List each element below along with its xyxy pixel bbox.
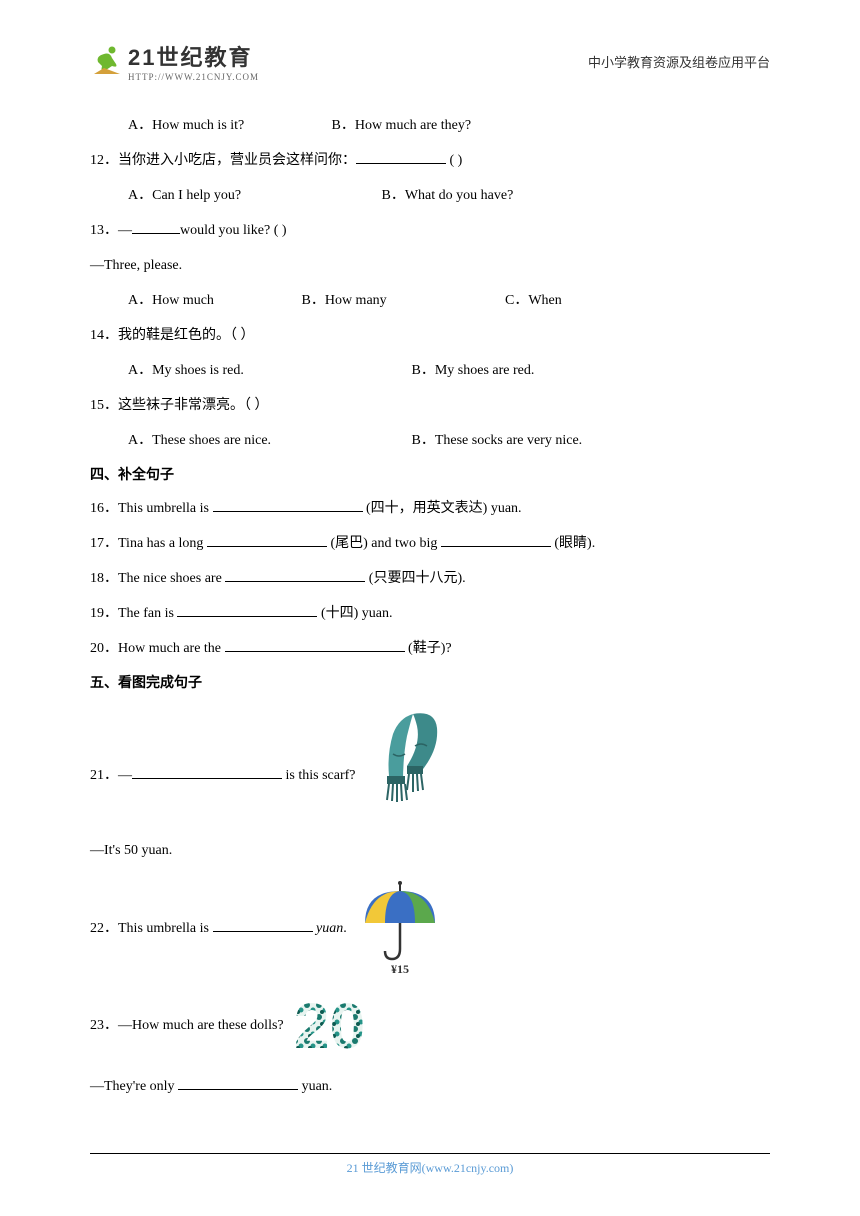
q16: 16．This umbrella is (四十，用英文表达) yuan.: [90, 498, 770, 519]
q14-opt-b: B．My shoes are red.: [412, 363, 535, 378]
q15-opt-a: A．These shoes are nice.: [128, 430, 408, 451]
q21-blank[interactable]: [132, 765, 282, 779]
svg-text:20: 20: [294, 990, 365, 1060]
q15-opt-b: B．These socks are very nice.: [412, 433, 583, 448]
q21-answer: —It's 50 yuan.: [90, 840, 770, 861]
q13-answer: —Three, please.: [90, 255, 770, 276]
q12-options: A．Can I help you? B．What do you have?: [90, 185, 770, 206]
q11-opt-a: A．How much is it?: [128, 115, 328, 136]
q17-blank-2[interactable]: [441, 533, 551, 547]
q13-blank[interactable]: [132, 220, 180, 234]
q22-row: 22．This umbrella is yuan. ¥15: [90, 881, 770, 976]
logo-main-text: 21世纪教育: [128, 45, 252, 70]
header-right-text: 中小学教育资源及组卷应用平台: [588, 52, 770, 71]
q19: 19．The fan is (十四) yuan.: [90, 603, 770, 624]
q16-blank[interactable]: [213, 498, 363, 512]
section-4-title: 四、补全句子: [90, 465, 770, 486]
q14-options: A．My shoes is red. B．My shoes are red.: [90, 360, 770, 381]
q13-opt-a: A．How much: [128, 290, 298, 311]
logo-icon: [90, 44, 124, 78]
q15-options: A．These shoes are nice. B．These socks ar…: [90, 430, 770, 451]
logo: 21世纪教育 HTTP://WWW.21CNJY.COM: [90, 40, 259, 82]
q12-blank[interactable]: [356, 150, 446, 164]
q23-stem: 23．—How much are these dolls?: [90, 1015, 284, 1036]
q13-stem: 13．—would you like? ( ): [90, 220, 770, 241]
q12-stem: 12．当你进入小吃店，营业员会这样问你： ( ): [90, 150, 770, 171]
q20: 20．How much are the (鞋子)?: [90, 638, 770, 659]
page-header: 21世纪教育 HTTP://WWW.21CNJY.COM 中小学教育资源及组卷应…: [90, 40, 770, 82]
q20-blank[interactable]: [225, 638, 405, 652]
q13-options: A．How much B．How many C．When: [90, 290, 770, 311]
q23-blank[interactable]: [178, 1076, 298, 1090]
q17-blank-1[interactable]: [207, 533, 327, 547]
q14-opt-a: A．My shoes is red.: [128, 360, 408, 381]
q15-stem: 15．这些袜子非常漂亮。（ ）: [90, 395, 770, 416]
umbrella-price: ¥15: [391, 962, 409, 976]
twenty-icon: 20: [292, 990, 402, 1060]
umbrella-icon: ¥15: [355, 881, 445, 976]
q18-blank[interactable]: [225, 568, 365, 582]
logo-sub-text: HTTP://WWW.21CNJY.COM: [128, 72, 259, 82]
q18: 18．The nice shoes are (只要四十八元).: [90, 568, 770, 589]
q13-opt-c: C．When: [505, 293, 562, 308]
footer-text: 21 世纪教育网(www.21cnjy.com): [0, 1159, 860, 1176]
q12-opt-a: A．Can I help you?: [128, 185, 378, 206]
footer-divider: [90, 1153, 770, 1154]
scarf-icon: [363, 706, 453, 826]
q14-stem: 14．我的鞋是红色的。（ ）: [90, 325, 770, 346]
worksheet-content: A．How much is it? B．How much are they? 1…: [90, 115, 770, 1111]
q19-blank[interactable]: [177, 603, 317, 617]
section-5-title: 五、看图完成句子: [90, 673, 770, 694]
q23-row: 23．—How much are these dolls? 20: [90, 990, 770, 1060]
q12-opt-b: B．What do you have?: [382, 188, 514, 203]
q13-opt-b: B．How many: [302, 290, 502, 311]
q21-row: 21．— is this scarf?: [90, 706, 770, 826]
q11-options: A．How much is it? B．How much are they?: [90, 115, 770, 136]
q22-blank[interactable]: [213, 918, 313, 932]
q11-opt-b: B．How much are they?: [332, 118, 472, 133]
q23-answer: —They're only yuan.: [90, 1076, 770, 1097]
q17: 17．Tina has a long (尾巴) and two big (眼睛)…: [90, 533, 770, 554]
